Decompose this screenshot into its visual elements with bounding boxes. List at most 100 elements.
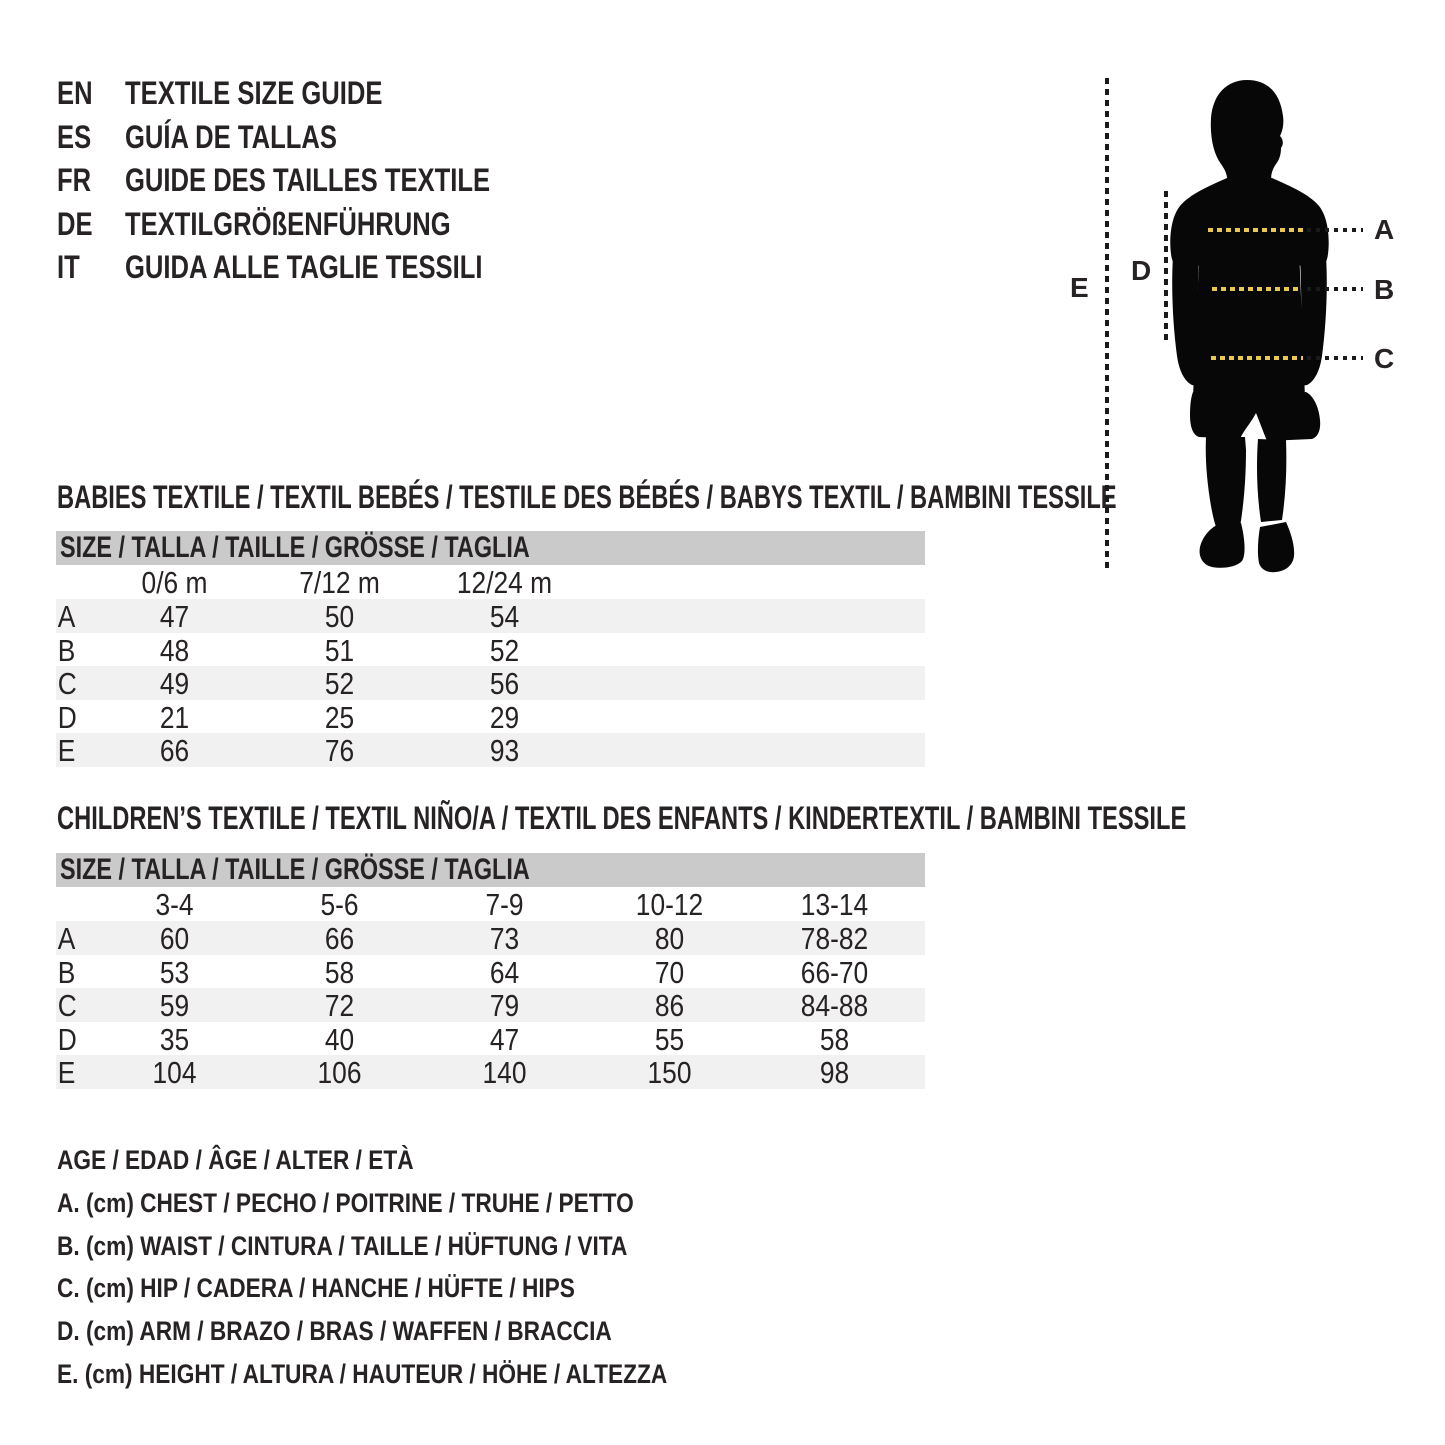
- table-row: D 21 25 29: [56, 699, 925, 735]
- table-cell: 66: [159, 733, 190, 768]
- children-size-table: SIZE / TALLA / TAILLE / GRÖSSE / TAGLIA …: [56, 853, 925, 1090]
- waist-leader-dots: [1307, 287, 1363, 291]
- column-header: 12/24 m: [456, 565, 553, 600]
- measure-label-chest: A: [1374, 214, 1395, 245]
- legend-line: E. (cm) HEIGHT / ALTURA / HAUTEUR / HÖHE…: [57, 1358, 668, 1389]
- row-label: E: [57, 1055, 76, 1090]
- table-cell: 72: [324, 988, 355, 1023]
- silhouette-left-arm: [1172, 256, 1203, 386]
- table-row: B 48 51 52: [56, 632, 925, 668]
- table-cell: 64: [489, 954, 520, 990]
- table-cell: 86: [654, 988, 685, 1023]
- table-cell: 49: [159, 666, 190, 701]
- table-cell: 66: [324, 921, 355, 956]
- table-cell: 140: [482, 1055, 527, 1090]
- children-section-title: CHILDREN’S TEXTILE / TEXTIL NIÑO/A / TEX…: [57, 800, 1187, 836]
- column-header: 13-14: [800, 887, 869, 922]
- table-cell: 47: [489, 1021, 520, 1057]
- language-code: IT: [57, 249, 80, 285]
- chest-measure-dash-line: [1208, 228, 1304, 232]
- language-code: FR: [57, 162, 92, 198]
- silhouette-shorts: [1190, 392, 1321, 441]
- table-cell: 98: [819, 1055, 850, 1090]
- table-cell: 104: [152, 1055, 197, 1090]
- babies-size-table: SIZE / TALLA / TAILLE / GRÖSSE / TAGLIA …: [56, 531, 925, 768]
- table-cell: 47: [159, 599, 190, 634]
- row-label: B: [57, 954, 76, 990]
- age-column-header-row: 3-4 5-6 7-9 10-12 13-14: [56, 887, 925, 922]
- language-row: EN TEXTILE SIZE GUIDE: [57, 72, 490, 116]
- table-cell: 150: [647, 1055, 692, 1090]
- guide-title: GUIDA ALLE TAGLIE TESSILI: [125, 249, 483, 285]
- column-header: 0/6 m: [141, 565, 208, 600]
- size-header-bar: SIZE / TALLA / TAILLE / GRÖSSE / TAGLIA: [56, 853, 925, 887]
- legend-line: A. (cm) CHEST / PECHO / POITRINE / TRUHE…: [57, 1187, 634, 1218]
- language-code: ES: [57, 118, 92, 155]
- arm-measure-dotted-line: [1164, 191, 1168, 343]
- table-cell: 58: [819, 1021, 850, 1057]
- child-silhouette: [1170, 80, 1329, 573]
- legend-line: AGE / EDAD / ÂGE / ALTER / ETÀ: [57, 1145, 414, 1175]
- column-header: 7/12 m: [299, 565, 380, 600]
- table-cell: 76: [324, 733, 355, 768]
- table-cell: 54: [489, 599, 520, 634]
- row-label: B: [57, 632, 76, 668]
- table-cell: 78-82: [800, 921, 869, 956]
- table-cell: 52: [489, 632, 520, 668]
- table-cell: 35: [159, 1021, 190, 1057]
- row-label: E: [57, 733, 76, 768]
- table-cell: 93: [489, 733, 520, 768]
- table-row: E 104 106 140 150 98: [56, 1055, 925, 1090]
- table-cell: 53: [159, 954, 190, 990]
- language-row: DE TEXTILGRÖßENFÜHRUNG: [57, 203, 490, 247]
- size-header-text: SIZE / TALLA / TAILLE / GRÖSSE / TAGLIA: [60, 531, 530, 564]
- language-code: EN: [57, 75, 93, 111]
- table-cell: 73: [489, 921, 520, 956]
- table-cell: 70: [654, 954, 685, 990]
- guide-title: GUIDE DES TAILLES TEXTILE: [125, 162, 491, 198]
- row-label: A: [57, 921, 76, 956]
- silhouette-right-arm: [1296, 256, 1327, 386]
- measure-label-height: E: [1070, 272, 1089, 303]
- row-label: D: [57, 699, 77, 735]
- children-table-rows: A 60 66 73 80 78-82 B 53 58 64 70 66-70: [56, 921, 925, 1090]
- guide-title: TEXTILGRÖßENFÜHRUNG: [125, 205, 451, 242]
- table-cell: 25: [324, 699, 355, 735]
- measure-label-waist: B: [1374, 274, 1395, 305]
- table-row: C 49 52 56: [56, 666, 925, 701]
- height-measure-dotted-line: [1105, 78, 1109, 570]
- measure-label-hip: C: [1374, 343, 1395, 374]
- table-row: C 59 72 79 86 84-88: [56, 988, 925, 1023]
- silhouette-head: [1210, 80, 1284, 183]
- column-header: 3-4: [155, 887, 194, 922]
- table-cell: 84-88: [800, 988, 869, 1023]
- table-cell: 29: [489, 699, 520, 735]
- silhouette-left-shoe: [1199, 523, 1245, 568]
- language-row: ES GUÍA DE TALLAS: [57, 116, 490, 160]
- table-cell: 21: [159, 699, 190, 735]
- hip-leader-dots: [1307, 356, 1363, 360]
- hip-measure-dash-line: [1211, 356, 1303, 360]
- table-cell: 40: [324, 1021, 355, 1057]
- guide-title: GUÍA DE TALLAS: [125, 118, 337, 155]
- silhouette-right-leg: [1257, 439, 1287, 522]
- table-row: B 53 58 64 70 66-70: [56, 954, 925, 990]
- table-row: A 60 66 73 80 78-82: [56, 921, 925, 956]
- table-cell: 106: [317, 1055, 362, 1090]
- age-column-header-row: 0/6 m 7/12 m 12/24 m: [56, 565, 925, 600]
- table-cell: 48: [159, 632, 190, 668]
- size-header-text: SIZE / TALLA / TAILLE / GRÖSSE / TAGLIA: [60, 853, 530, 886]
- measurement-legend: AGE / EDAD / ÂGE / ALTER / ETÀ A. (cm) C…: [57, 1139, 667, 1396]
- language-code: DE: [57, 205, 93, 242]
- guide-title: TEXTILE SIZE GUIDE: [125, 75, 383, 111]
- row-label: D: [57, 1021, 77, 1057]
- row-label: A: [57, 599, 76, 634]
- legend-line: D. (cm) ARM / BRAZO / BRAS / WAFFEN / BR…: [57, 1316, 612, 1347]
- legend-line: C. (cm) HIP / CADERA / HANCHE / HÜFTE / …: [57, 1273, 575, 1304]
- legend-line: B. (cm) WAIST / CINTURA / TAILLE / HÜFTU…: [57, 1230, 628, 1261]
- column-header: 10-12: [635, 887, 704, 922]
- babies-table-rows: A 47 50 54 B 48 51 52 C 49 52 56: [56, 599, 925, 768]
- column-header: 7-9: [485, 887, 524, 922]
- table-cell: 56: [489, 666, 520, 701]
